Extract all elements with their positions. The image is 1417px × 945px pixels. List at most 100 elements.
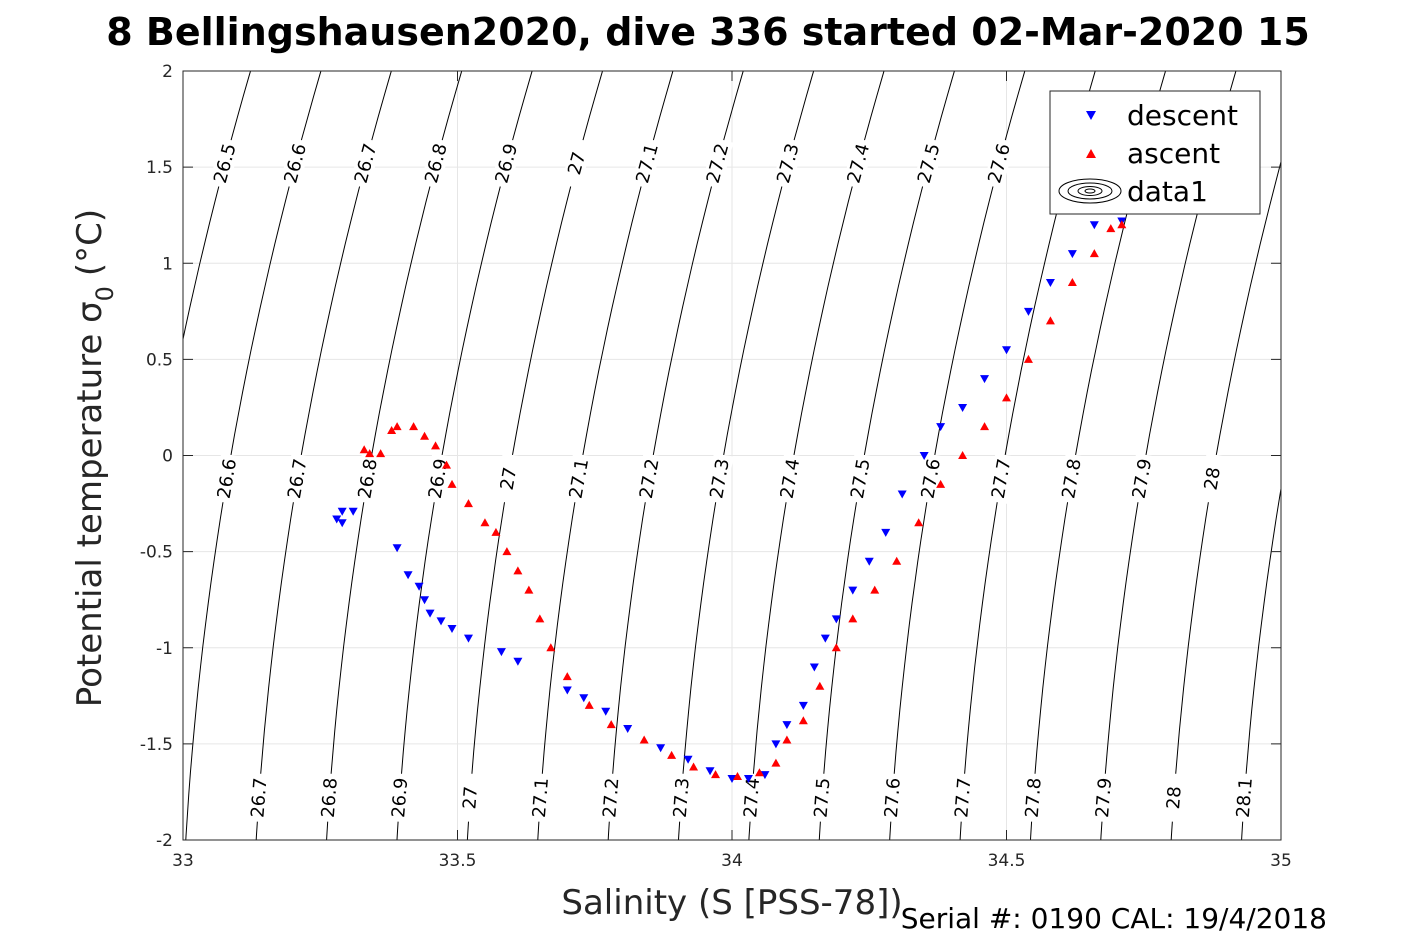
descent-point — [403, 571, 413, 580]
descent-point — [337, 519, 347, 528]
ascent-point — [1023, 354, 1033, 363]
isopycnal-label: 27.8 — [1022, 777, 1046, 819]
isopycnal-label-bg — [283, 453, 312, 504]
ascent-point — [980, 422, 990, 431]
isopycnal-label: 28 — [1163, 786, 1186, 810]
isopycnal-label: 27.1 — [529, 777, 553, 819]
ascent-point — [584, 700, 594, 709]
descent-point — [782, 721, 792, 730]
isopycnal-label-bg — [771, 137, 804, 190]
ascent-point — [689, 762, 699, 771]
x-tick-label: 35 — [1270, 851, 1292, 871]
isopycnal-label-bg — [950, 773, 975, 823]
ascent-point — [870, 585, 880, 594]
ascent-point — [1117, 220, 1127, 229]
isopycnal-label-bg — [528, 773, 553, 823]
descent-point — [623, 724, 633, 733]
descent-point — [809, 663, 819, 672]
ascent-point — [546, 643, 556, 652]
isopycnal-label-bg — [564, 453, 593, 504]
isopycnal-label: 27 — [459, 786, 482, 810]
isopycnal-label-bg — [669, 773, 694, 823]
serial-footer: Serial #: 0190 CAL: 19/4/2018 — [901, 902, 1327, 935]
descent-point — [760, 771, 770, 780]
ascent-point — [831, 643, 841, 652]
ascent-point — [848, 614, 858, 623]
ascent-point — [535, 614, 545, 623]
descent-point — [425, 609, 435, 618]
isopycnal-label-bg — [420, 137, 452, 190]
isopycnal-label: 27.2 — [599, 777, 623, 819]
descent-point — [601, 707, 611, 716]
isopycnal-label-bg — [349, 137, 382, 190]
isopycnal-label-bg — [279, 137, 312, 190]
isopycnal-label-bg — [916, 453, 945, 504]
descent-point — [656, 744, 666, 753]
isopycnal-label-bg — [983, 137, 1015, 190]
isopycnal-label: 27 — [497, 466, 522, 492]
descent-point — [392, 544, 402, 553]
descent-point — [936, 423, 946, 432]
ascent-point — [1089, 249, 1099, 258]
legend-descent-label: descent — [1127, 99, 1238, 132]
isopycnal-label: 28 — [1200, 466, 1225, 492]
isopycnal-label-bg — [494, 453, 523, 504]
descent-point — [831, 615, 841, 624]
y-tick-label: 0 — [162, 447, 173, 467]
axis-ticks: 33 33.5 34 34.5 35 -2 -1.5 -1 -0.5 0 0.5 1 1.5 2 — [140, 62, 1292, 871]
ascent-point — [1002, 393, 1011, 402]
descent-point — [848, 586, 858, 595]
chart-title: 8 Bellingshausen2020, dive 336 started 0… — [106, 10, 1310, 54]
ascent-point — [562, 672, 572, 681]
isopycnal-label-bg — [631, 137, 664, 190]
legend: descent ascent data1 — [1049, 90, 1261, 215]
descent-point — [1067, 250, 1077, 259]
isopycnal-label-bg — [987, 453, 1016, 504]
x-tick-label: 34.5 — [988, 851, 1026, 871]
ascent-point — [431, 441, 441, 450]
ascent-point — [420, 431, 430, 440]
ascent-point — [359, 445, 369, 454]
isopycnal-label: 27.6 — [881, 777, 905, 819]
descent-point — [1045, 278, 1055, 287]
ascent-point — [491, 527, 501, 536]
isopycnal-label-bg — [775, 453, 804, 504]
isopycnal-label-bg — [846, 453, 875, 504]
isopycnal-label-bg — [1232, 773, 1257, 823]
legend-descent-marker — [1086, 111, 1096, 120]
isopycnal-label: 27.3 — [670, 777, 694, 819]
descent-point — [332, 515, 342, 524]
isopycnal-label-bg — [739, 773, 764, 823]
ascent-point — [524, 585, 534, 594]
isopycnal-label-bg — [1162, 773, 1186, 823]
descent-point — [980, 375, 990, 384]
y-tick-label: 1 — [162, 254, 173, 274]
y-tick-label: -0.5 — [140, 543, 173, 563]
x-tick-label: 33.5 — [439, 851, 477, 871]
ascent-point — [639, 735, 649, 744]
isopycnal-label-bg — [560, 137, 593, 190]
descent-point — [447, 625, 457, 634]
isopycnal-label-bg — [353, 453, 382, 504]
isopycnal-label: 27.9 — [1092, 777, 1116, 819]
isopycnal-label-bg — [810, 773, 834, 823]
y-axis-label-subscript: 0 — [91, 286, 119, 301]
ascent-point — [1106, 224, 1116, 233]
isopycnal-label-bg — [1127, 453, 1156, 504]
descent-point — [1023, 307, 1033, 316]
ascent-point — [754, 768, 764, 777]
isopycnal-label-bg — [705, 453, 734, 504]
isopycnal-label-bg — [1057, 453, 1086, 504]
descent-point — [919, 452, 929, 460]
descent-point — [798, 701, 808, 710]
isopycnal-label-bg — [1198, 453, 1227, 504]
descent-point — [463, 634, 473, 643]
legend-data1-label: data1 — [1127, 175, 1208, 208]
isopycnal-label-bg — [599, 773, 623, 823]
y-tick-label: 2 — [162, 62, 173, 82]
isopycnal-label-bg — [490, 137, 523, 190]
ascent-point — [732, 772, 742, 781]
isopycnal-label-bg — [208, 137, 241, 190]
ascent-point — [1067, 277, 1077, 286]
y-tick-label: 1.5 — [146, 158, 173, 178]
